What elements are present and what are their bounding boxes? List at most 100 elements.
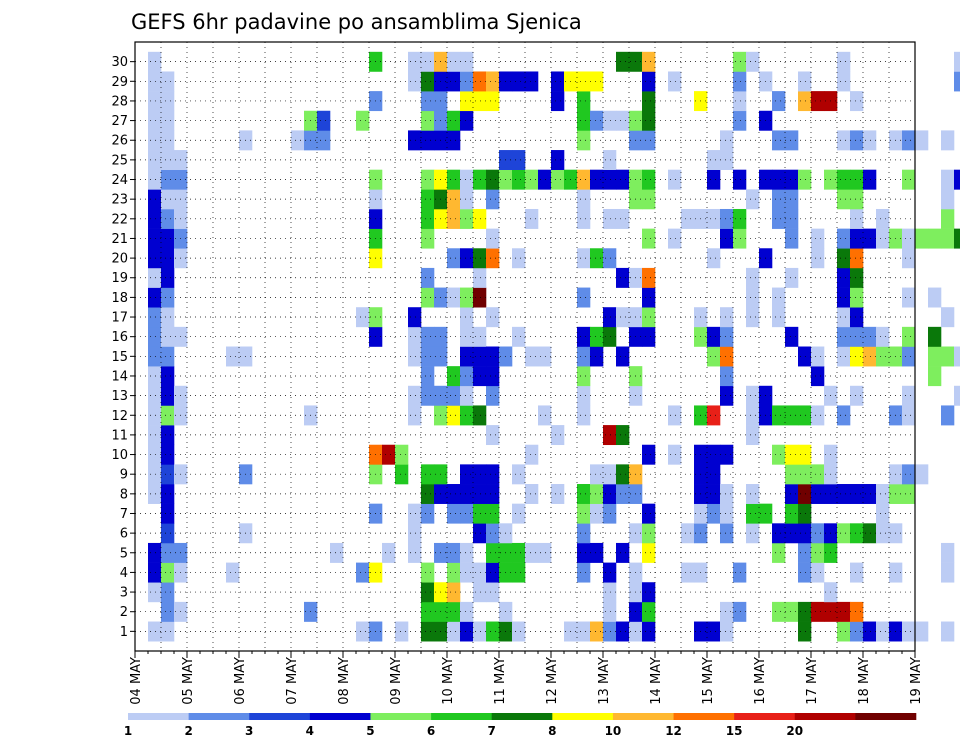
heatmap-cell — [772, 601, 786, 622]
heatmap-cell — [421, 562, 435, 583]
heatmap-cell — [148, 444, 162, 465]
x-tick-label: 11 MAY — [493, 657, 508, 705]
heatmap-cell — [876, 228, 890, 249]
heatmap-cell — [954, 346, 960, 367]
heatmap-cell — [850, 601, 864, 622]
heatmap-cell — [616, 621, 630, 642]
heatmap-cell — [837, 228, 851, 249]
heatmap-cell — [421, 621, 435, 642]
x-tick-label: 10 MAY — [441, 657, 456, 705]
heatmap-cell — [148, 542, 162, 563]
heatmap-cell — [941, 405, 955, 426]
heatmap-cell — [408, 503, 422, 524]
heatmap-cell — [395, 621, 409, 642]
heatmap-cell — [720, 385, 734, 406]
heatmap-cell — [928, 346, 942, 367]
heatmap-cell — [421, 208, 435, 229]
y-tick-label: 19 — [111, 271, 128, 286]
heatmap-cell — [863, 326, 877, 347]
heatmap-cell — [356, 621, 370, 642]
heatmap-cell — [928, 326, 942, 347]
heatmap-cell — [447, 208, 461, 229]
heatmap-cell — [473, 562, 487, 583]
heatmap-cell — [161, 150, 175, 170]
heatmap-cell — [642, 130, 656, 151]
heatmap-cell — [447, 484, 461, 504]
legend-label: 8 — [548, 724, 556, 738]
heatmap-cell — [746, 425, 760, 446]
heatmap-cell — [941, 562, 955, 583]
heatmap-cell — [421, 601, 435, 622]
heatmap-cell — [954, 51, 960, 72]
heatmap-cell — [577, 503, 591, 524]
heatmap-cell — [512, 71, 526, 92]
heatmap-cell — [486, 621, 500, 642]
y-tick-label: 29 — [111, 75, 128, 90]
heatmap-cell — [473, 326, 487, 347]
x-tick-label: 08 MAY — [337, 657, 352, 705]
heatmap-cell — [772, 91, 786, 112]
gridlines — [135, 42, 915, 651]
heatmap-cell — [642, 228, 656, 249]
heatmap-cell — [850, 484, 864, 504]
heatmap-cell — [733, 51, 747, 72]
heatmap-cell — [733, 110, 747, 131]
x-tick-label: 15 MAY — [701, 657, 716, 705]
heatmap-cell — [850, 621, 864, 642]
heatmap-cell — [356, 110, 370, 131]
heatmap-cell — [707, 503, 721, 524]
heatmap-cell — [603, 248, 617, 269]
heatmap-cell — [785, 326, 799, 347]
y-tick-label: 18 — [111, 291, 128, 306]
heatmap-cell — [460, 208, 474, 229]
heatmap-cell — [616, 208, 630, 229]
heatmap-cell — [772, 444, 786, 465]
legend-label: 5 — [366, 724, 374, 738]
heatmap-cell — [408, 307, 422, 328]
heatmap-cell — [928, 366, 942, 387]
heatmap-cell — [447, 189, 461, 210]
heatmap-cell — [460, 71, 474, 92]
legend-swatch — [612, 713, 674, 720]
heatmap-cell — [421, 169, 435, 190]
heatmap-cell — [681, 208, 695, 229]
heatmap-cell — [616, 169, 630, 190]
heatmap-cell — [733, 562, 747, 583]
heatmap-cell — [148, 51, 162, 72]
heatmap-cell — [746, 267, 760, 288]
heatmap-cell — [460, 366, 474, 387]
heatmap-cell — [837, 484, 851, 504]
heatmap-cell — [720, 150, 734, 170]
heatmap-cell — [525, 444, 539, 465]
heatmap-cell — [746, 405, 760, 426]
heatmap-cell — [473, 91, 487, 112]
heatmap-cell — [603, 582, 617, 603]
heatmap-cell — [941, 346, 955, 367]
heatmap-cell — [460, 503, 474, 524]
heatmap-cell — [642, 621, 656, 642]
heatmap-cell — [447, 542, 461, 563]
heatmap-cell — [720, 346, 734, 367]
heatmap-cell — [603, 464, 617, 485]
heatmap-cell — [447, 503, 461, 524]
heatmap-cell — [421, 464, 435, 485]
heatmap-cell — [486, 91, 500, 112]
heatmap-cell — [512, 562, 526, 583]
heatmap-cell — [603, 326, 617, 347]
heatmap-cell — [486, 228, 500, 249]
legend-label: 6 — [427, 724, 435, 738]
heatmap-cell — [733, 91, 747, 112]
heatmap-cell — [707, 346, 721, 367]
heatmap-cell — [772, 169, 786, 190]
heatmap-cell — [460, 51, 474, 72]
heatmap-cell — [148, 366, 162, 387]
heatmap-cell — [148, 110, 162, 131]
heatmap-cell — [850, 523, 864, 544]
heatmap-cell — [148, 130, 162, 151]
heatmap-cell — [681, 562, 695, 583]
x-tick-label: 16 MAY — [753, 657, 768, 705]
heatmap-cell — [460, 621, 474, 642]
heatmap-cell — [902, 130, 916, 151]
y-tick-label: 24 — [111, 173, 128, 188]
heatmap-cell — [811, 562, 825, 583]
